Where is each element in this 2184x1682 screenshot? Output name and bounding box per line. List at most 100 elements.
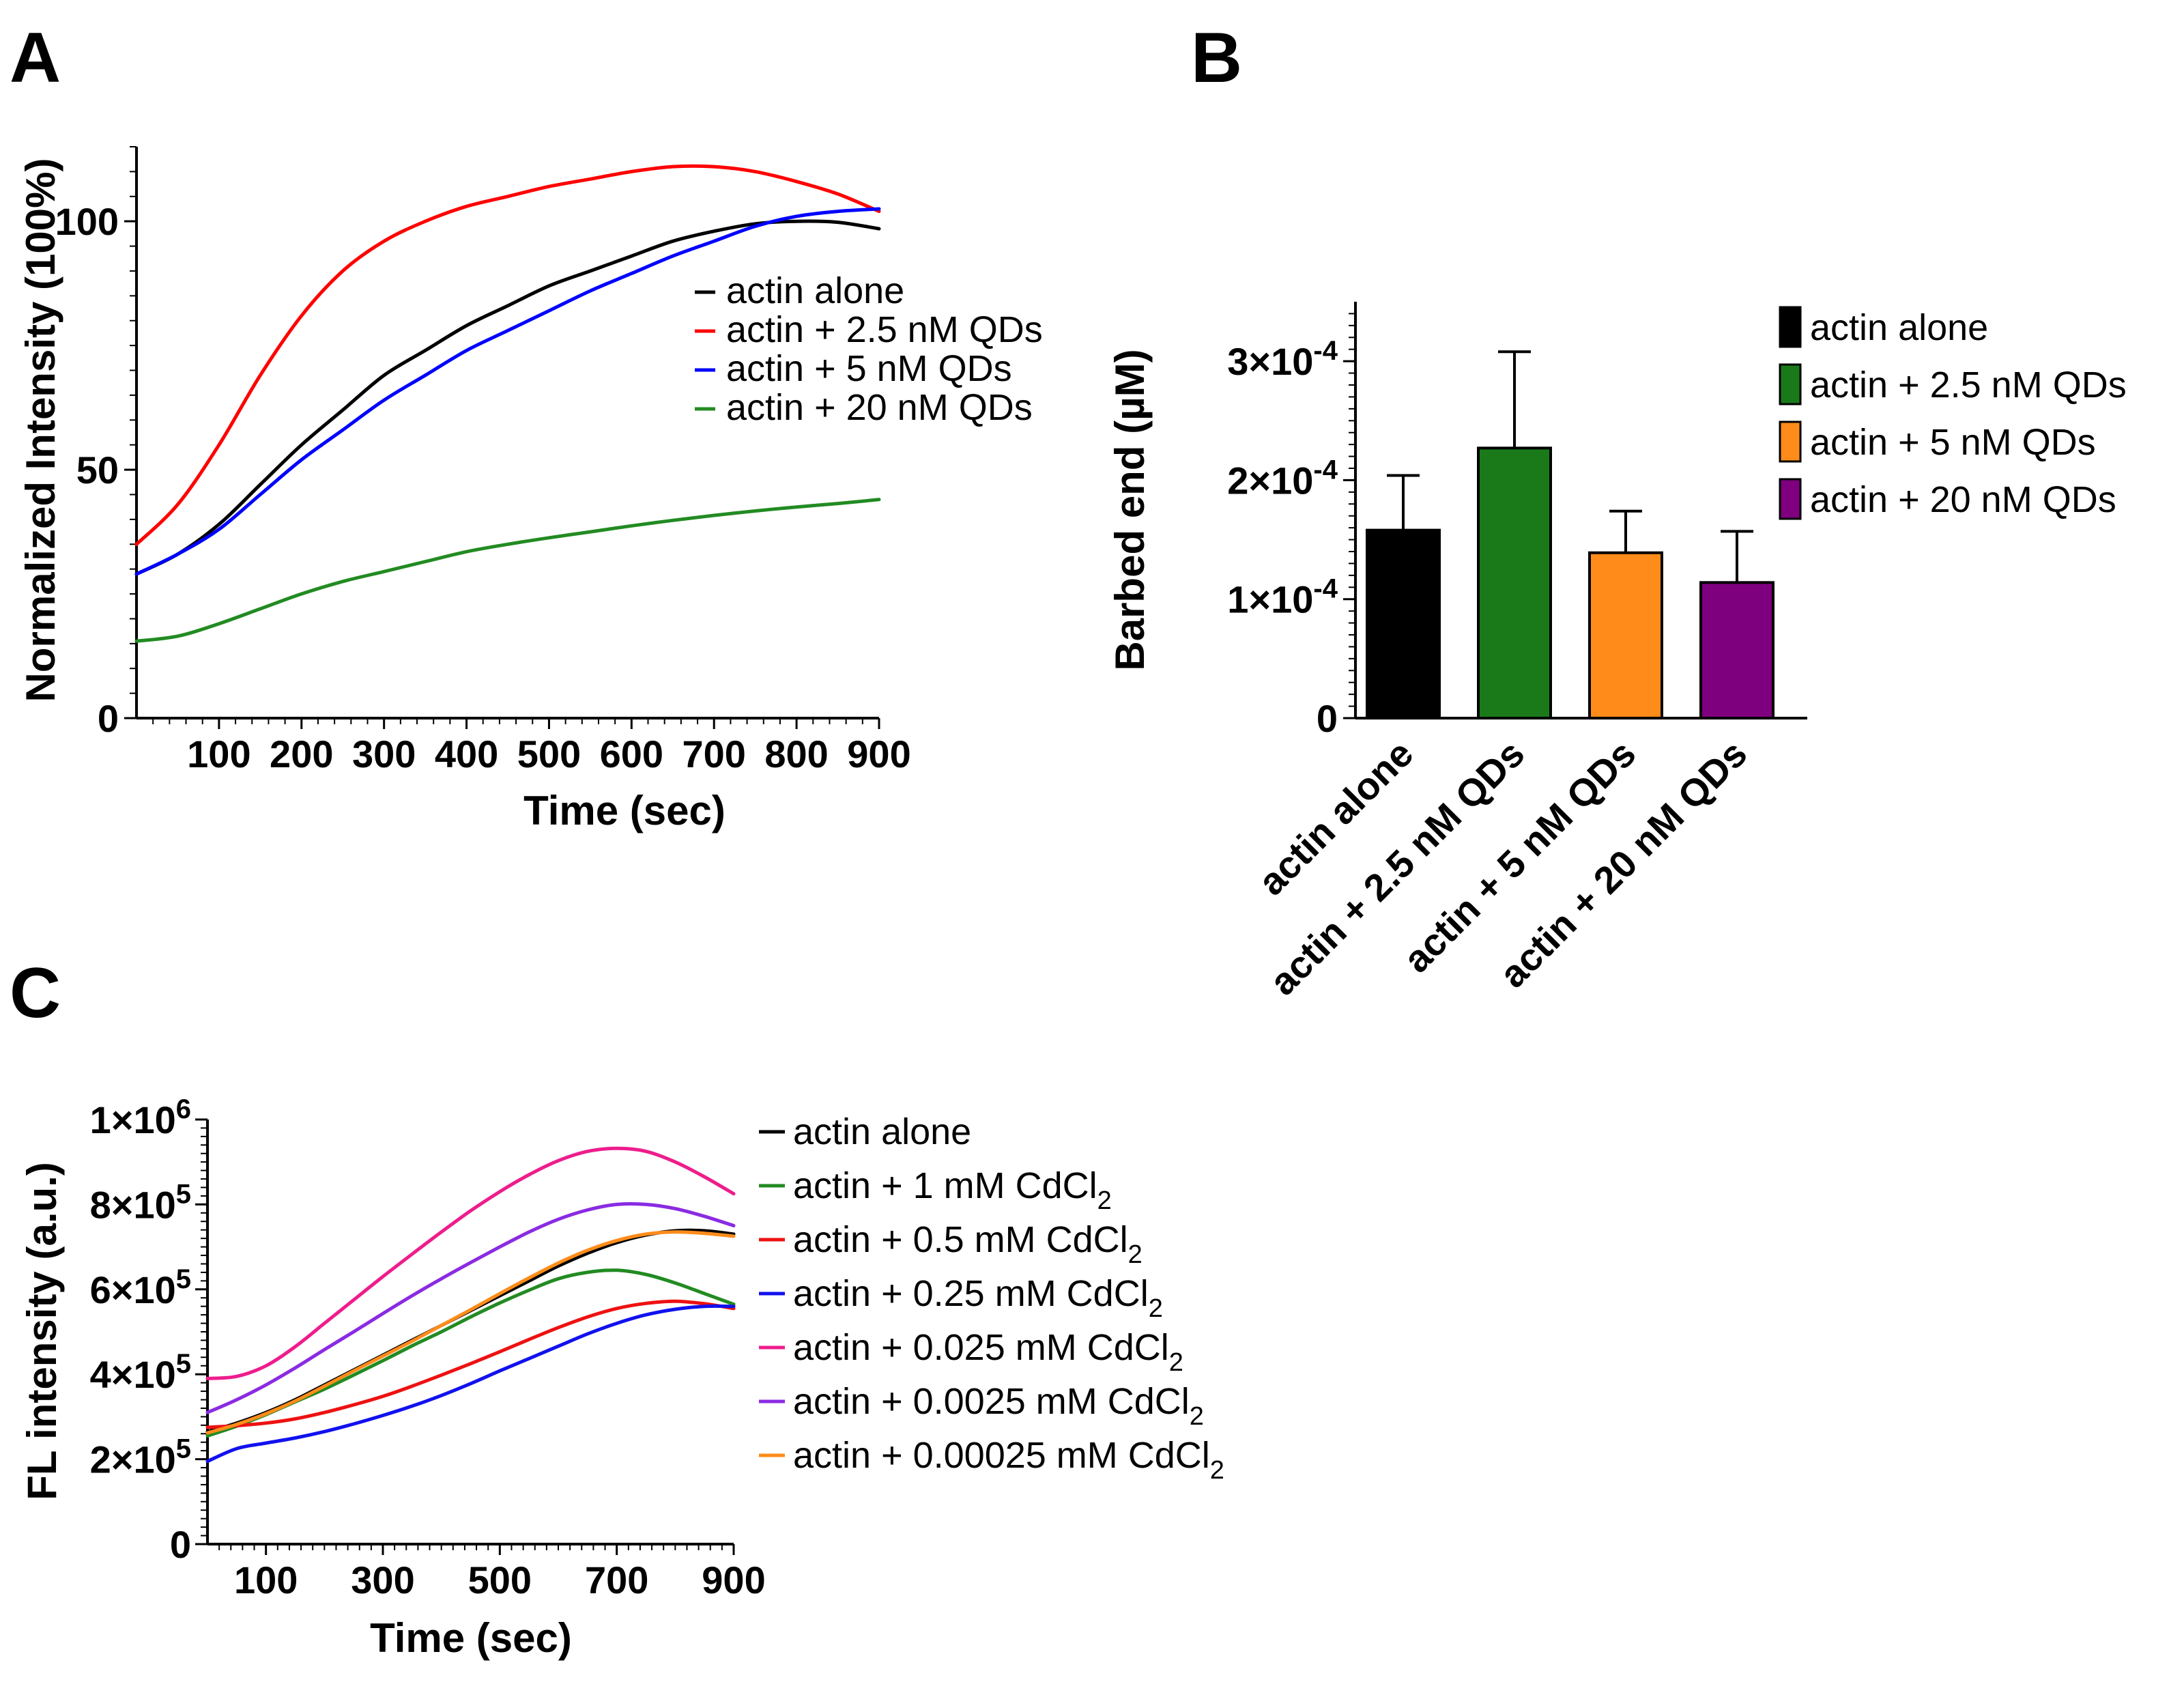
panel-a-y-axis-title: Normalized Intensity (100%) <box>18 158 63 702</box>
panel-c-legend-label: actin + 0.0025 mM CdCl2 <box>793 1381 1204 1431</box>
panel-a-y-tick-label: 0 <box>98 697 119 740</box>
panel-c-legend-label-text: actin + 0.025 mM CdCl <box>793 1327 1169 1368</box>
panel-a-series-actin-20-nm-qds <box>134 498 881 643</box>
panel-c-y-tick-label-exponent: 5 <box>176 1349 191 1379</box>
panel-c-legend-label: actin + 0.5 mM CdCl2 <box>793 1219 1143 1269</box>
panel-c-legend-label-text: actin + 0.00025 mM CdCl <box>793 1435 1210 1476</box>
panel-c-legend-label-text: actin + 0.25 mM CdCl <box>793 1273 1149 1314</box>
panel-a-legend-label: actin + 5 nM QDs <box>726 348 1012 389</box>
panel-c-series-actin-0-00025-mm-cdcl2 <box>205 1230 736 1435</box>
panel-b-legend: actin alone actin + 2.5 nM QDs actin + 5 n… <box>1779 306 2127 520</box>
panel-c-y-tick-label-base: 1×10 <box>90 1098 176 1141</box>
panel-c-legend-label: actin + 0.00025 mM CdCl2 <box>793 1435 1224 1485</box>
panel-c-y-axis-title: FL intensity (a.u.) <box>19 1162 65 1500</box>
panel-a-series <box>134 164 881 643</box>
panel-a-minor-ticks <box>130 146 863 724</box>
panel-c-legend-label: actin + 0.025 mM CdCl2 <box>793 1327 1183 1377</box>
panel-b-bars <box>1366 350 1774 720</box>
panel-c-legend-label-subscript: 2 <box>1210 1456 1224 1485</box>
panel-c-y-tick-label-exponent: 5 <box>176 1434 191 1464</box>
panel-b-y-tick-label: 3×10-4 <box>1227 336 1338 383</box>
panel-a-ticks: 100 200 300 400 500 600 700 800 900 0 50 100 <box>55 200 911 775</box>
panel-c-line-chart: 100 300 500 700 90002×1054×1056×1058×1051×10… <box>19 1094 1224 1661</box>
panel-b-legend-swatch <box>1779 478 1802 520</box>
panel-b-legend-label: actin alone <box>1810 307 1988 348</box>
panel-c-x-tick-label: 100 <box>234 1558 298 1601</box>
panel-c-legend-label-subscript: 2 <box>1149 1294 1163 1323</box>
panel-a-x-tick-label: 400 <box>435 732 498 775</box>
panel-c-series-actin-0-25-mm-cdcl2 <box>205 1304 736 1464</box>
panel-c-y-tick-label: 0 <box>170 1523 191 1566</box>
panel-b-error-bar-actin-5-nm-qds <box>1609 509 1642 553</box>
panel-label-b: B <box>1191 18 1242 98</box>
panel-b-y-axis-title: Barbed end (µM) <box>1107 349 1153 670</box>
panel-c-x-tick-label: 700 <box>585 1558 648 1601</box>
panel-b-y-tick-label-base: 3×10 <box>1227 340 1313 383</box>
panel-label-a: A <box>10 18 61 98</box>
panel-c-y-tick-label-exponent: 6 <box>176 1094 191 1124</box>
panel-c-legend-label: actin + 0.25 mM CdCl2 <box>793 1273 1163 1323</box>
panel-a-line-chart: 100 200 300 400 500 600 700 800 900 0 50 100 Time (… <box>18 146 1043 833</box>
panel-c-y-tick-label: 6×105 <box>90 1264 191 1311</box>
panel-a-series-actin-alone <box>134 219 881 576</box>
panel-label-c: C <box>10 954 61 1033</box>
panel-c-x-tick-label: 500 <box>468 1558 532 1601</box>
panel-c-series-actin-0-5-mm-cdcl2 <box>205 1299 736 1429</box>
panel-a-x-tick-label: 800 <box>764 732 828 775</box>
panel-b-y-tick-label-exponent: -4 <box>1313 574 1338 604</box>
panel-a-x-tick-label: 600 <box>600 732 663 775</box>
panel-c-minor-ticks <box>201 1127 723 1550</box>
panel-a-legend-label: actin + 20 nM QDs <box>726 387 1033 428</box>
panel-b-legend-swatch <box>1779 363 1802 405</box>
panel-c-y-tick-label: 1×106 <box>90 1094 191 1141</box>
panel-c-legend-label-subscript: 2 <box>1097 1186 1112 1215</box>
panel-b-y-tick-label-exponent: -4 <box>1313 336 1338 366</box>
panel-b-y-tick-label: 0 <box>1317 697 1338 740</box>
panel-a-legend-label: actin alone <box>726 270 904 311</box>
panel-c-y-tick-label: 8×105 <box>90 1179 191 1226</box>
panel-c-ticks: 100 300 500 700 90002×1054×1056×1058×1051×10… <box>90 1094 766 1601</box>
panel-a-series-actin-5-nm-qds <box>134 207 881 576</box>
panel-b-bar-actin-2-5-nm-qds <box>1477 446 1552 719</box>
panel-b-y-tick-label-base: 0 <box>1317 697 1338 740</box>
panel-c-y-tick-label-base: 8×10 <box>90 1183 176 1226</box>
panel-c-legend-label: actin alone <box>793 1111 971 1152</box>
panel-c-x-tick-label: 300 <box>351 1558 414 1601</box>
panel-c-legend-label-text: actin + 1 mM CdCl <box>793 1165 1097 1206</box>
panel-b-legend-label: actin + 5 nM QDs <box>1810 422 2096 463</box>
panel-b-y-tick-label: 2×10-4 <box>1227 455 1338 502</box>
panel-b-bar-actin-5-nm-qds <box>1588 551 1663 719</box>
panel-a-legend-label: actin + 2.5 nM QDs <box>726 309 1043 350</box>
panel-a-x-tick-label: 700 <box>682 732 746 775</box>
panel-a-x-tick-label: 300 <box>352 732 416 775</box>
panel-c-y-tick-label-base: 4×10 <box>90 1353 176 1396</box>
panel-c-y-tick-label-base: 6×10 <box>90 1268 176 1311</box>
panel-b-error-bar-actin-2-5-nm-qds <box>1498 350 1531 448</box>
panel-c-y-tick-label: 4×105 <box>90 1349 191 1396</box>
panel-c-legend-label-subscript: 2 <box>1169 1348 1183 1377</box>
panel-a-x-tick-label: 900 <box>847 732 910 775</box>
panel-a-x-tick-label: 100 <box>187 732 250 775</box>
panel-c-series-actin-alone <box>205 1228 736 1434</box>
panel-c-legend-label-subscript: 2 <box>1190 1402 1204 1431</box>
panel-c-x-axis-title: Time (sec) <box>370 1615 572 1661</box>
panel-b-legend-swatch <box>1779 306 1802 348</box>
panel-a-y-tick-label: 50 <box>76 448 119 491</box>
panel-b-error-bar-actin-alone <box>1387 474 1420 530</box>
panel-c-legend-label: actin + 1 mM CdCl2 <box>793 1165 1112 1215</box>
panel-c-legend-label-text: actin + 0.0025 mM CdCl <box>793 1381 1190 1422</box>
panel-c-y-tick-label-base: 2×10 <box>90 1438 176 1481</box>
panel-c-y-tick-label-exponent: 5 <box>176 1264 191 1294</box>
panel-b-legend-swatch <box>1779 420 1802 463</box>
panel-c-y-tick-label-exponent: 5 <box>176 1179 191 1209</box>
panel-a-x-tick-label: 500 <box>517 732 581 775</box>
panel-b-y-tick-label: 1×10-4 <box>1227 574 1338 621</box>
panel-c-x-tick-label: 900 <box>702 1558 765 1601</box>
panel-b-y-tick-label-exponent: -4 <box>1313 455 1338 485</box>
panel-c-y-tick-label-base: 0 <box>170 1523 191 1566</box>
panel-c-legend-label-text: actin alone <box>793 1111 971 1152</box>
